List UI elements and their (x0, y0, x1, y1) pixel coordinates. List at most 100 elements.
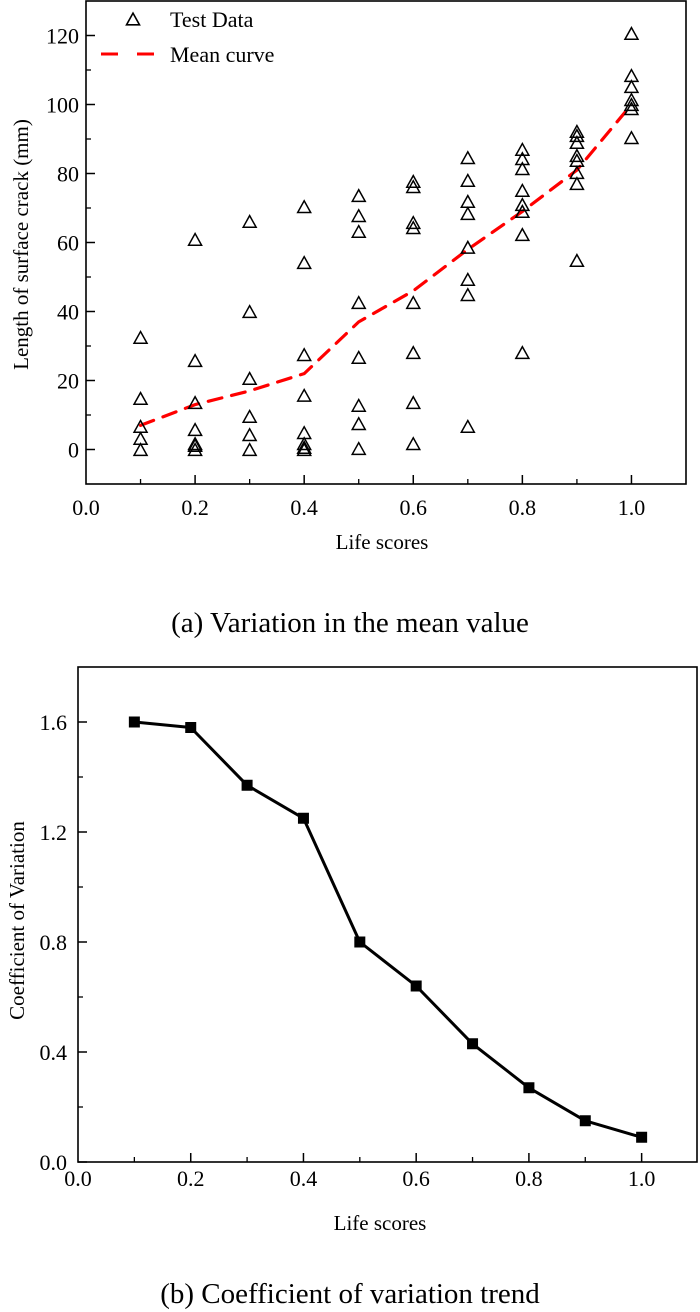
test-data-point (569, 176, 585, 191)
tick-labels-b: 0.0 0.2 0.4 0.6 0.8 1.0 0.0 0.4 0.8 1.2 1.6 (40, 710, 656, 1191)
test-data-point (623, 130, 640, 145)
cv-point (636, 1131, 648, 1143)
cv-point (523, 1082, 535, 1094)
y-tick-label: 0.4 (40, 1040, 68, 1065)
y-axis-title-a: Length of surface crack (mm) (9, 119, 33, 370)
test-data-point (187, 395, 203, 410)
legend-mean-curve-label: Mean curve (170, 42, 274, 67)
x-tick-label: 1.0 (628, 1166, 656, 1191)
cv-points (128, 716, 648, 1143)
cv-point (128, 716, 140, 728)
x-axis-title-b: Life scores (334, 1211, 427, 1235)
chart-a: 0.0 0.2 0.4 0.6 0.8 1.0 0 20 40 60 80 100 120 Test D… (9, 0, 687, 639)
test-data-point (187, 442, 203, 457)
y-tick-label: 40 (57, 300, 79, 325)
axis-ticks-a (86, 34, 633, 484)
test-data-point (132, 391, 149, 406)
y-tick-label: 0.8 (40, 930, 68, 955)
y-tick-label: 20 (57, 369, 79, 394)
test-data-point (296, 199, 312, 214)
mean-curve-line (138, 102, 634, 427)
test-data-point (514, 183, 531, 198)
plot-frame-b (77, 666, 698, 1163)
test-data-point (296, 347, 312, 362)
test-data-point (296, 255, 312, 270)
test-data-point (187, 437, 203, 452)
cv-point (467, 1038, 479, 1050)
test-data-point (241, 427, 258, 442)
test-data-point (460, 239, 476, 254)
legend-test-data-marker (125, 11, 141, 26)
test-data-point (187, 232, 203, 246)
test-data-point (350, 397, 367, 412)
mean-curve (138, 102, 634, 427)
x-tick-label: 0.0 (72, 495, 100, 520)
test-data-point (241, 304, 258, 319)
test-data-point (132, 442, 149, 457)
cv-line-path (134, 720, 643, 1139)
test-data-point (460, 173, 476, 187)
test-data-point (460, 194, 476, 209)
test-data-point (569, 152, 585, 167)
cv-point (297, 812, 309, 824)
test-data-point (405, 174, 422, 189)
caption-b: (b) Coefficient of variation trend (160, 1278, 540, 1310)
test-data-point (460, 272, 476, 287)
legend: Test Data Mean curve (101, 7, 274, 67)
test-data-point (350, 188, 367, 203)
test-data-point (350, 441, 367, 456)
y-tick-label: 0.0 (40, 1150, 68, 1175)
cv-point (410, 980, 422, 992)
test-data-point (514, 204, 531, 219)
test-data-point (405, 215, 422, 230)
test-data-point (569, 128, 585, 143)
cv-point (241, 779, 253, 791)
test-data-point (296, 440, 312, 455)
test-data-point (350, 224, 367, 239)
test-data-point (460, 287, 476, 302)
test-data-point (350, 416, 367, 431)
test-data-point (569, 253, 585, 268)
test-data-point (350, 349, 367, 364)
test-data-point (187, 353, 203, 368)
test-data-points (132, 26, 640, 457)
y-axis-title-b: Coefficient of Variation (5, 821, 29, 1020)
test-data-point (241, 214, 258, 229)
x-tick-label: 0.2 (177, 1166, 205, 1191)
test-data-point (623, 101, 640, 116)
legend-test-data-label: Test Data (170, 7, 254, 32)
test-data-point (623, 97, 640, 112)
test-data-point (350, 208, 367, 223)
test-data-point (569, 148, 585, 163)
y-tick-label: 1.2 (40, 820, 68, 845)
test-data-point (514, 151, 531, 166)
test-data-point (241, 408, 258, 423)
test-data-point (405, 179, 422, 194)
test-data-point (132, 329, 149, 344)
x-tick-label: 0.2 (181, 495, 209, 520)
cv-point (185, 722, 197, 733)
test-data-point (405, 295, 422, 310)
cv-point (579, 1115, 591, 1127)
test-data-point (460, 418, 476, 433)
test-data-point (405, 345, 422, 360)
test-data-point (623, 79, 640, 94)
test-data-point (514, 141, 531, 156)
test-data-point (514, 227, 531, 242)
y-tick-label: 80 (57, 162, 79, 187)
y-tick-label: 1.6 (40, 710, 68, 735)
x-axis-title-a: Life scores (336, 530, 429, 554)
tick-labels-a: 0.0 0.2 0.4 0.6 0.8 1.0 0 20 40 60 80 100 120 (46, 24, 645, 521)
test-data-point (514, 161, 531, 176)
test-data-point (514, 345, 531, 360)
axis-ticks-b (78, 721, 643, 1163)
chart-b: 0.0 0.2 0.4 0.6 0.8 1.0 0.0 0.4 0.8 1.2 1.6 Life s… (5, 666, 698, 1310)
x-tick-label: 0.4 (290, 495, 318, 520)
x-tick-label: 0.8 (509, 495, 537, 520)
test-data-point (514, 197, 531, 212)
x-tick-label: 0.8 (515, 1166, 543, 1191)
x-tick-label: 0.0 (64, 1166, 92, 1191)
test-data-point (623, 26, 640, 41)
test-data-point (187, 436, 203, 451)
